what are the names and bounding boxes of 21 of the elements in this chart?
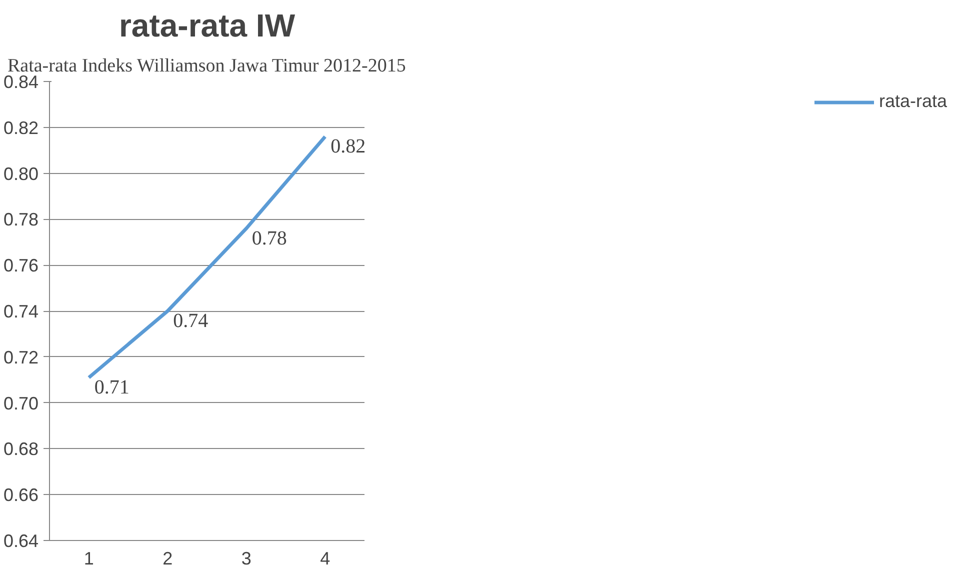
x-tick-label: 3 [241, 548, 252, 568]
y-tick-label: 0.66 [3, 485, 39, 506]
chart-title: rata-rata IW [118, 8, 296, 44]
x-tick-label: 2 [162, 548, 173, 568]
line-series [87, 134, 327, 380]
data-label: 0.82 [330, 136, 366, 158]
x-tick-label: 1 [84, 548, 94, 568]
legend-label: rata-rata [878, 91, 947, 112]
data-label: 0.78 [252, 227, 287, 250]
y-tick-label: 0.70 [3, 393, 39, 414]
y-tick-label: 0.72 [3, 347, 39, 368]
y-tick-label: 0.78 [3, 210, 39, 230]
y-tick-label: 0.82 [3, 118, 39, 138]
data-label: 0.74 [173, 310, 208, 332]
y-tick-label: 0.74 [3, 302, 39, 322]
y-tick-label: 0.68 [3, 439, 39, 460]
y-tick-label: 0.64 [3, 531, 39, 551]
y-tick-label: 0.80 [3, 164, 39, 184]
x-tick-label: 4 [320, 548, 330, 568]
data-label: 0.71 [94, 376, 130, 399]
y-tick-label: 0.76 [3, 256, 39, 276]
